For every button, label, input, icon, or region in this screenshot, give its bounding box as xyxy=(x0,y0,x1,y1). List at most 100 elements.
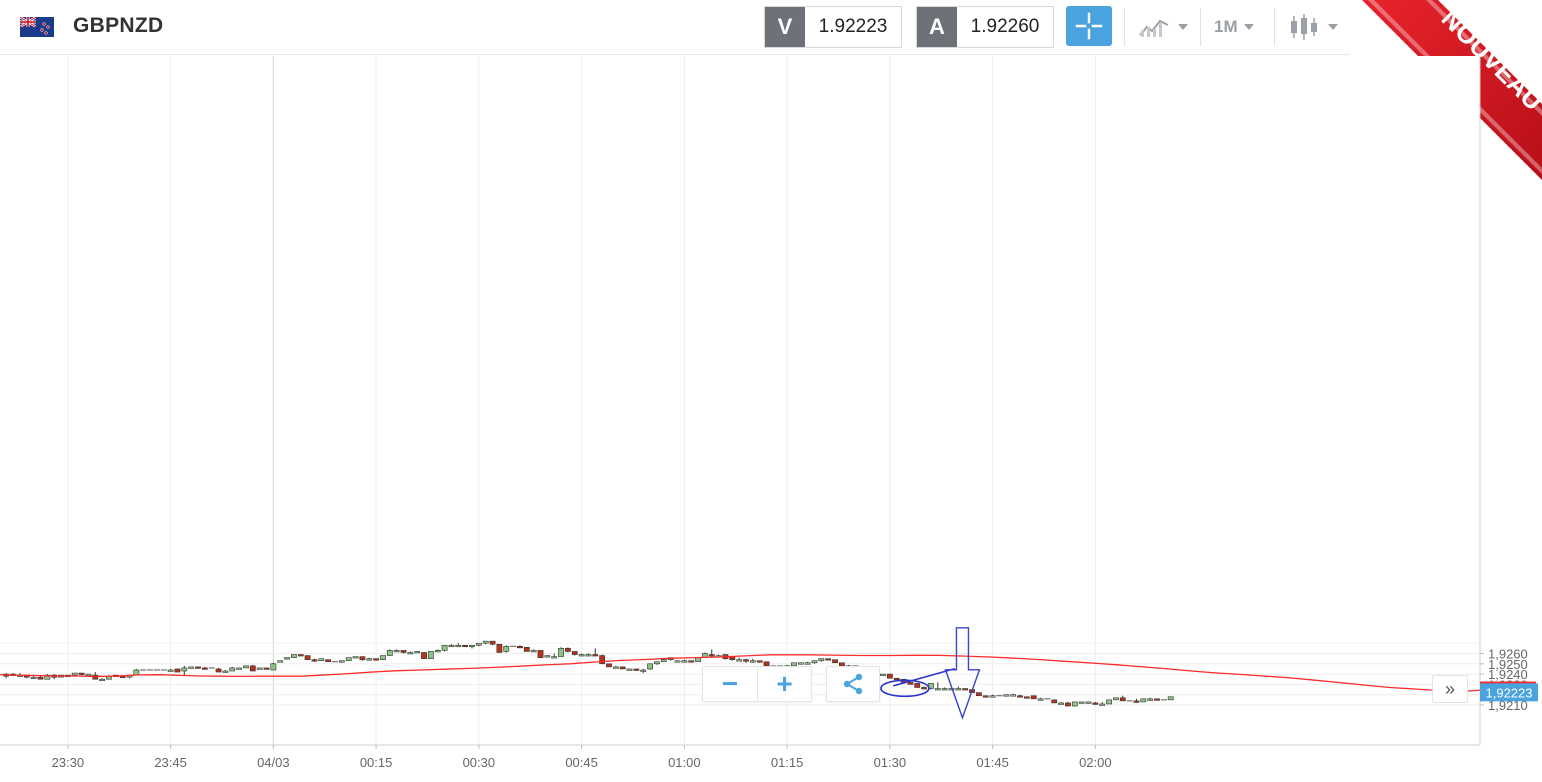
candle-down xyxy=(174,668,181,673)
candle-up xyxy=(414,651,421,654)
candle-down xyxy=(921,687,927,690)
candle-down xyxy=(496,643,503,653)
chevron-down-icon xyxy=(1328,24,1338,30)
candle-up xyxy=(243,665,249,669)
candle-down xyxy=(537,650,544,658)
candle-down xyxy=(571,651,578,655)
candle-down xyxy=(201,667,208,670)
crosshair-icon xyxy=(1075,12,1103,40)
symbol-title: GBPNZD xyxy=(73,14,164,37)
candle-up xyxy=(612,666,619,669)
candle-up xyxy=(366,658,373,661)
candle-down xyxy=(1154,698,1160,701)
x-tick-label: 01:45 xyxy=(976,755,1009,770)
candle-down xyxy=(1119,697,1126,702)
candle-up xyxy=(277,660,284,663)
candle-up xyxy=(99,678,105,682)
chart-type-button[interactable] xyxy=(1138,6,1188,48)
candle-down xyxy=(688,660,695,663)
candle-up xyxy=(222,670,229,673)
candle-down xyxy=(263,667,270,670)
candle-up xyxy=(1071,701,1078,707)
bid-price-label: 1,92223 xyxy=(1486,685,1533,700)
chevron-down-icon xyxy=(1178,24,1188,30)
candle-down xyxy=(359,656,366,660)
candle-down xyxy=(564,648,571,652)
candle-up xyxy=(530,650,537,653)
annotation-trendline xyxy=(893,667,956,687)
candle-up xyxy=(695,657,701,663)
candle-up xyxy=(585,654,592,657)
chart-header: GBPNZD V 1.92223 A 1.92260 xyxy=(0,0,1350,55)
interval-label: 1M xyxy=(1214,17,1238,36)
y-tick-label: 1,9240 xyxy=(1488,667,1528,682)
candle-up xyxy=(434,650,441,653)
candle-down xyxy=(619,666,626,670)
candle-down xyxy=(907,682,914,685)
candle-up xyxy=(1140,698,1147,703)
candles-group xyxy=(3,640,1174,707)
candle-down xyxy=(517,645,523,649)
candle-up xyxy=(791,662,797,667)
zoom-in-button[interactable]: + xyxy=(757,667,811,701)
y-tick-label: 1,9250 xyxy=(1488,657,1528,672)
candle-up xyxy=(386,650,393,656)
toolbar-separator xyxy=(1200,8,1201,46)
candle-down xyxy=(1023,696,1030,699)
crosshair-button[interactable] xyxy=(1066,6,1112,46)
chart-type-icon xyxy=(1139,19,1169,37)
candle-up xyxy=(654,661,660,665)
candle-up xyxy=(167,669,174,672)
candle-down xyxy=(78,672,85,675)
x-tick-label: 23:45 xyxy=(154,755,187,770)
candle-down xyxy=(1092,702,1099,705)
candle-style-button[interactable] xyxy=(1288,6,1338,48)
candle-up xyxy=(660,659,667,663)
price-chart[interactable]: 1,92101,92201,92301,92401,92501,926023:3… xyxy=(0,56,1542,782)
sell-price-button[interactable]: V 1.92223 xyxy=(764,6,902,48)
candle-up xyxy=(482,640,489,644)
annotation-down-arrow xyxy=(944,627,981,720)
x-tick-label: 00:45 xyxy=(565,755,598,770)
scroll-to-latest-button[interactable]: » xyxy=(1432,675,1468,703)
buy-price-button[interactable]: A 1.92260 xyxy=(916,6,1054,48)
candle-down xyxy=(914,683,921,688)
candlestick-icon xyxy=(1291,14,1317,40)
moving-average-line xyxy=(0,654,1481,693)
candle-up xyxy=(955,688,962,691)
toolbar-separator xyxy=(1124,8,1125,46)
candle-up xyxy=(804,662,811,665)
buy-price-value: 1.92260 xyxy=(970,16,1040,37)
candle-up xyxy=(578,654,585,657)
candle-up xyxy=(1167,696,1174,701)
candle-up xyxy=(1037,698,1044,701)
candle-up xyxy=(71,672,78,676)
candle-up xyxy=(407,652,414,655)
candle-up xyxy=(441,644,448,651)
candle-down xyxy=(421,652,427,659)
candle-up xyxy=(475,642,482,646)
candle-up xyxy=(989,695,996,698)
candle-up xyxy=(941,688,948,691)
candle-down xyxy=(489,640,496,645)
candle-up xyxy=(181,667,188,672)
candle-down xyxy=(1030,695,1037,700)
candle-up xyxy=(818,658,825,662)
candle-down xyxy=(304,655,311,660)
candle-up xyxy=(229,667,236,672)
candle-up xyxy=(1058,702,1064,705)
x-tick-label: 01:00 xyxy=(668,755,701,770)
interval-dropdown[interactable]: 1M xyxy=(1214,6,1254,48)
candle-down xyxy=(297,654,304,657)
candle-down xyxy=(633,668,640,671)
candle-up xyxy=(256,667,263,670)
plot-area xyxy=(0,56,1480,745)
zoom-out-button[interactable]: − xyxy=(721,668,739,699)
candle-down xyxy=(249,665,256,672)
candle-down xyxy=(743,659,749,662)
candle-up xyxy=(1003,694,1010,697)
candle-up xyxy=(318,658,325,662)
share-button[interactable] xyxy=(826,666,880,702)
y-tick-label: 1,9260 xyxy=(1488,647,1528,662)
